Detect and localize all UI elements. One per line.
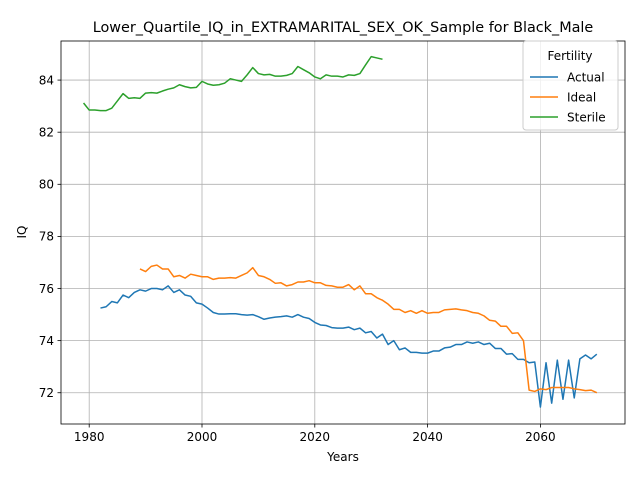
x-tick-label: 2040: [412, 430, 443, 444]
legend-label-ideal: Ideal: [567, 90, 596, 104]
x-axis-label: Years: [326, 450, 359, 464]
x-tick-label: 2060: [525, 430, 556, 444]
y-tick-label: 76: [39, 282, 54, 296]
chart-title: Lower_Quartile_IQ_in_EXTRAMARITAL_SEX_OK…: [93, 20, 594, 36]
y-tick-label: 84: [39, 73, 54, 87]
legend-title: Fertility: [547, 49, 592, 63]
series-line-ideal: [139, 264, 598, 394]
y-tick-label: 78: [39, 230, 54, 244]
plot-frame: [60, 40, 626, 425]
x-tick-label: 1980: [74, 430, 105, 444]
x-tick-label: 2020: [300, 430, 331, 444]
series-lines: [82, 55, 598, 408]
y-axis-ticks: 72 74 76 78 80 82 84: [39, 73, 61, 400]
x-axis-ticks: 1980 2000 2020 2040 2060: [74, 424, 556, 444]
legend-label-sterile: Sterile: [567, 110, 606, 124]
x-tick-label: 2000: [187, 430, 218, 444]
y-tick-label: 82: [39, 125, 54, 139]
y-tick-label: 72: [39, 386, 54, 400]
y-tick-label: 74: [39, 334, 54, 348]
series-line-sterile: [82, 55, 383, 112]
y-tick-label: 80: [39, 178, 54, 192]
y-axis-label: IQ: [15, 226, 29, 239]
legend-label-actual: Actual: [567, 70, 605, 84]
legend-box: [522, 40, 619, 131]
legend: Fertility Actual Ideal Sterile: [522, 40, 619, 131]
series-line-actual: [100, 285, 598, 408]
